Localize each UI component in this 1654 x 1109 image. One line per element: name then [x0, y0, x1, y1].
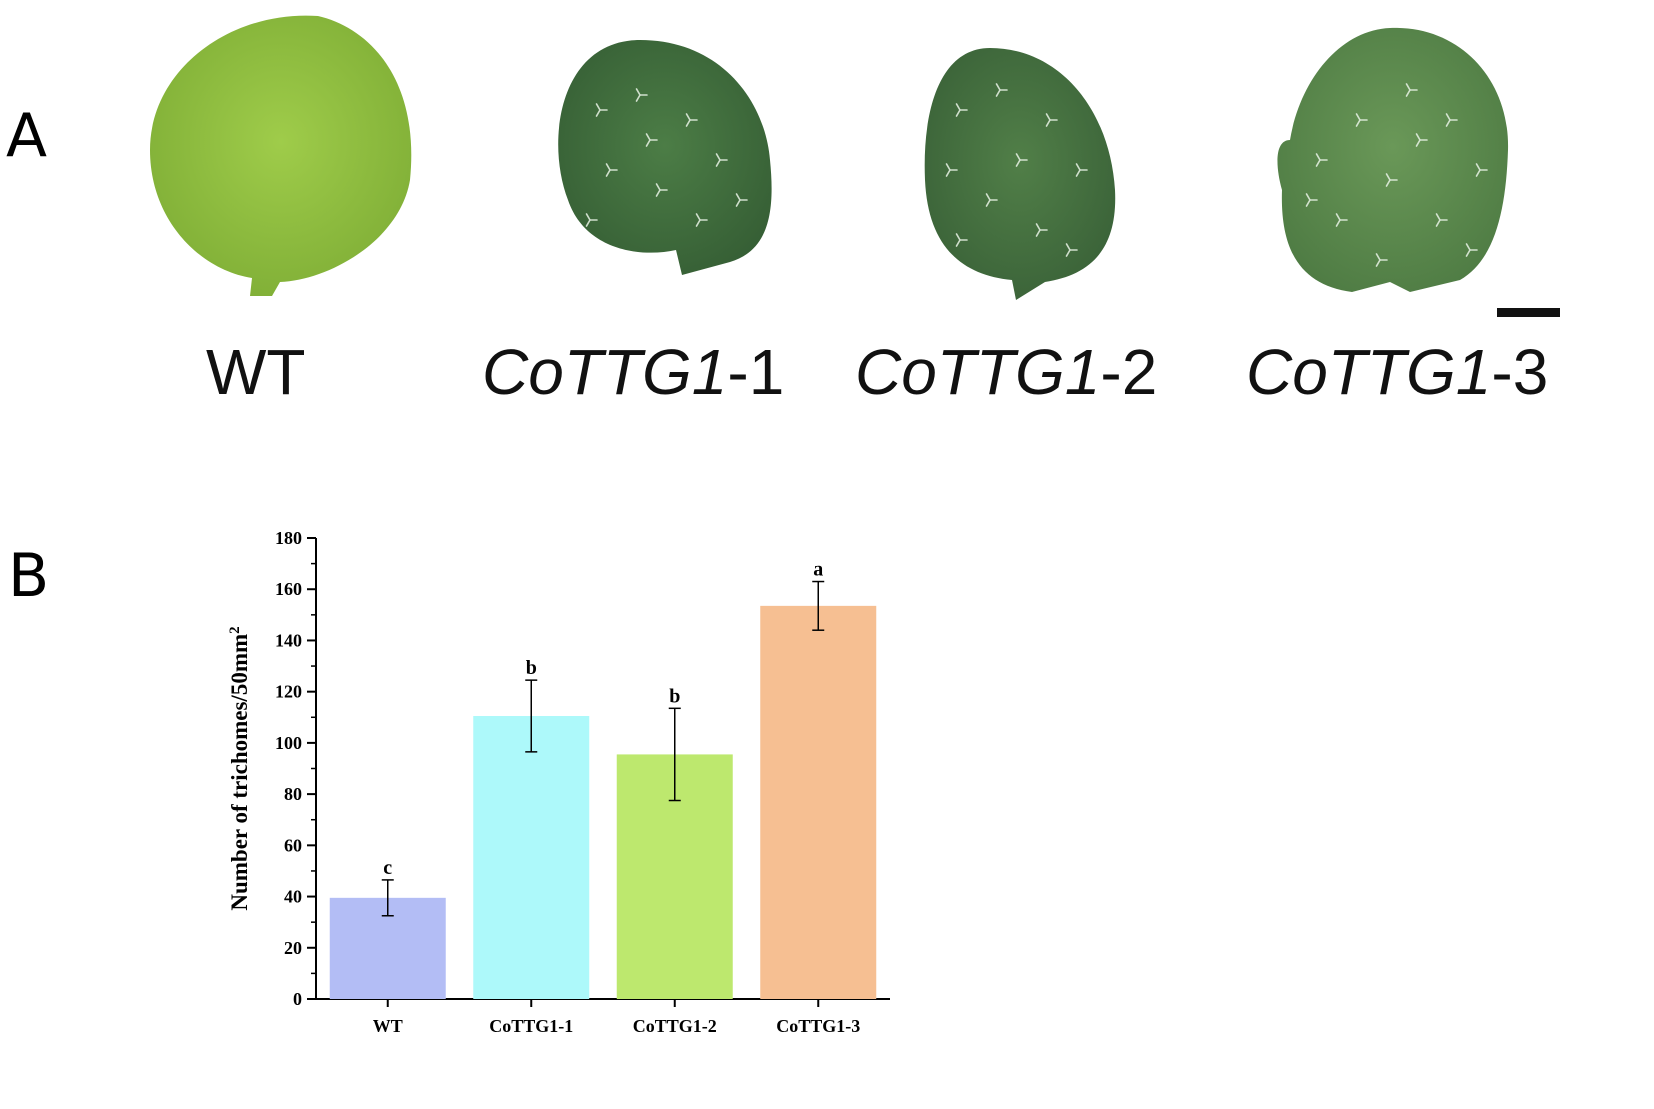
panel-a-label: A [6, 101, 48, 171]
genotype-label-wt: WT [206, 336, 306, 408]
bar-cottg1-3 [760, 605, 877, 999]
y-tick-label: 0 [293, 989, 302, 1009]
significance-letter: a [813, 559, 823, 581]
y-tick-label: 80 [284, 784, 302, 804]
significance-letter: c [383, 857, 392, 879]
y-tick-label: 140 [275, 630, 302, 650]
leaf-wt [150, 15, 412, 296]
y-tick-label: 160 [275, 579, 302, 599]
y-tick-label: 40 [284, 887, 302, 907]
scale-bar [1497, 308, 1560, 317]
genotype-label-cottg1-1: CoTTG1-1 [482, 336, 785, 408]
y-tick-label: 60 [284, 835, 302, 855]
x-tick-label: CoTTG1-2 [633, 1016, 717, 1036]
y-tick-label: 120 [275, 682, 302, 702]
y-axis-label: Number of trichomes/50mm2 [227, 626, 252, 910]
significance-letter: b [669, 685, 680, 707]
leaf-photos [150, 15, 1560, 317]
leaf-cottg1-2 [924, 48, 1116, 300]
bar-chart: 0 20 40 60 80 100 120 140 160 180 c WT b CoTTG1-1 b CoT… [227, 528, 890, 1036]
genotype-label-cottg1-3: CoTTG1-3 [1246, 336, 1549, 408]
x-tick-label: CoTTG1-1 [489, 1016, 573, 1036]
x-tick-label: CoTTG1-3 [776, 1016, 860, 1036]
x-tick-label: WT [373, 1016, 403, 1036]
genotype-label-cottg1-2: CoTTG1-2 [855, 336, 1158, 408]
leaf-cottg1-3 [1277, 27, 1509, 292]
significance-letter: b [526, 657, 537, 679]
y-tick-label: 100 [275, 733, 302, 753]
bar-cottg1-1 [473, 715, 590, 999]
y-tick-label: 180 [275, 528, 302, 548]
leaf-cottg1-1 [558, 40, 772, 275]
y-tick-label: 20 [284, 938, 302, 958]
panel-b-label: B [8, 541, 50, 611]
